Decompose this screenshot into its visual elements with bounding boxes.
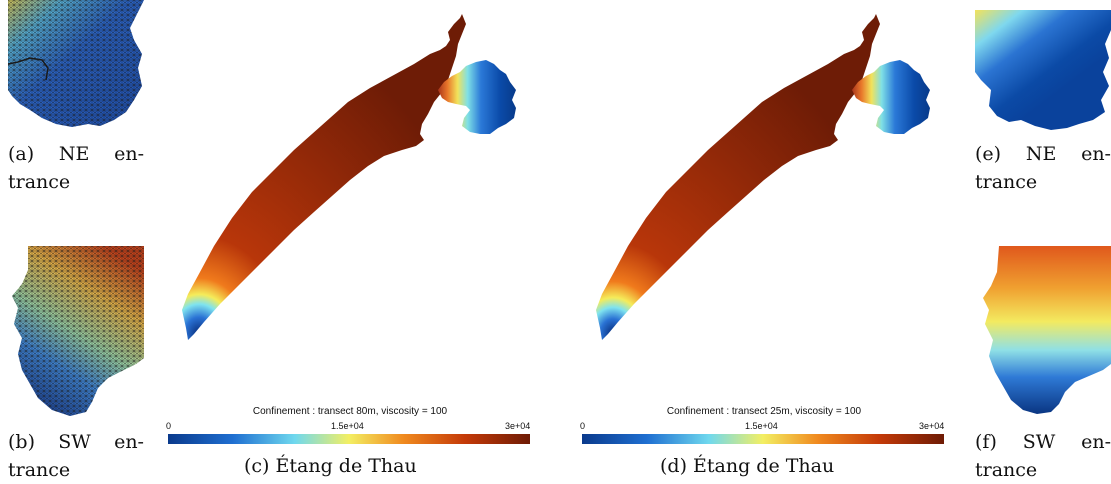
sw-entrance-zoom-plot [983,246,1111,414]
ne-entrance-zoom-plot [975,10,1111,130]
caption-e-label: (e) [975,143,1002,165]
lagoon-map-d [596,14,930,340]
caption-b-word3: trance [8,459,71,481]
colorbar-d-mid-label: 1.5e+04 [745,421,778,431]
caption-b: (b) SW en- trance [8,428,144,484]
caption-e-word3: trance [975,171,1038,193]
colorbar-c-mid-label: 1.5e+04 [331,421,364,431]
caption-a-label: (a) [8,143,35,165]
caption-b-label: (b) [8,431,35,453]
caption-f-word2: en- [1081,431,1111,453]
colorbar-c-min-label: 0 [166,421,172,431]
colorbar-c-title: Confinement : transect 80m, viscosity = … [252,406,448,417]
caption-f: (f) SW en- trance [975,428,1111,484]
caption-c: (c) Étang de Thau [244,452,474,480]
caption-c-text: (c) Étang de Thau [244,455,417,477]
colorbar-c-max-label: 3e+04 [505,421,531,431]
caption-d: (d) Étang de Thau [660,452,890,480]
ne-entrance-mesh-plot [8,0,144,127]
caption-a-word1: NE [58,143,90,165]
colorbar-d-title: Confinement : transect 25m, viscosity = … [666,406,862,417]
caption-a-word2: en- [114,143,144,165]
caption-d-text: (d) Étang de Thau [660,455,835,477]
colorbar-d-min-label: 0 [580,421,586,431]
caption-a: (a) NE en- trance [8,140,144,196]
sw-entrance-mesh-plot [12,246,144,416]
colorbar-c [168,434,530,444]
caption-e-word2: en- [1081,143,1111,165]
caption-f-word3: trance [975,459,1038,481]
caption-e-word1: NE [1025,143,1057,165]
colorbar-d-max-label: 3e+04 [919,421,945,431]
caption-e: (e) NE en- trance [975,140,1111,196]
caption-b-word2: en- [114,431,144,453]
lagoon-map-c [182,14,516,340]
caption-b-word1: SW [58,431,91,453]
caption-a-word3: trance [8,171,71,193]
colorbar-d [582,434,944,444]
caption-f-word1: SW [1022,431,1056,453]
caption-f-label: (f) [975,431,997,453]
